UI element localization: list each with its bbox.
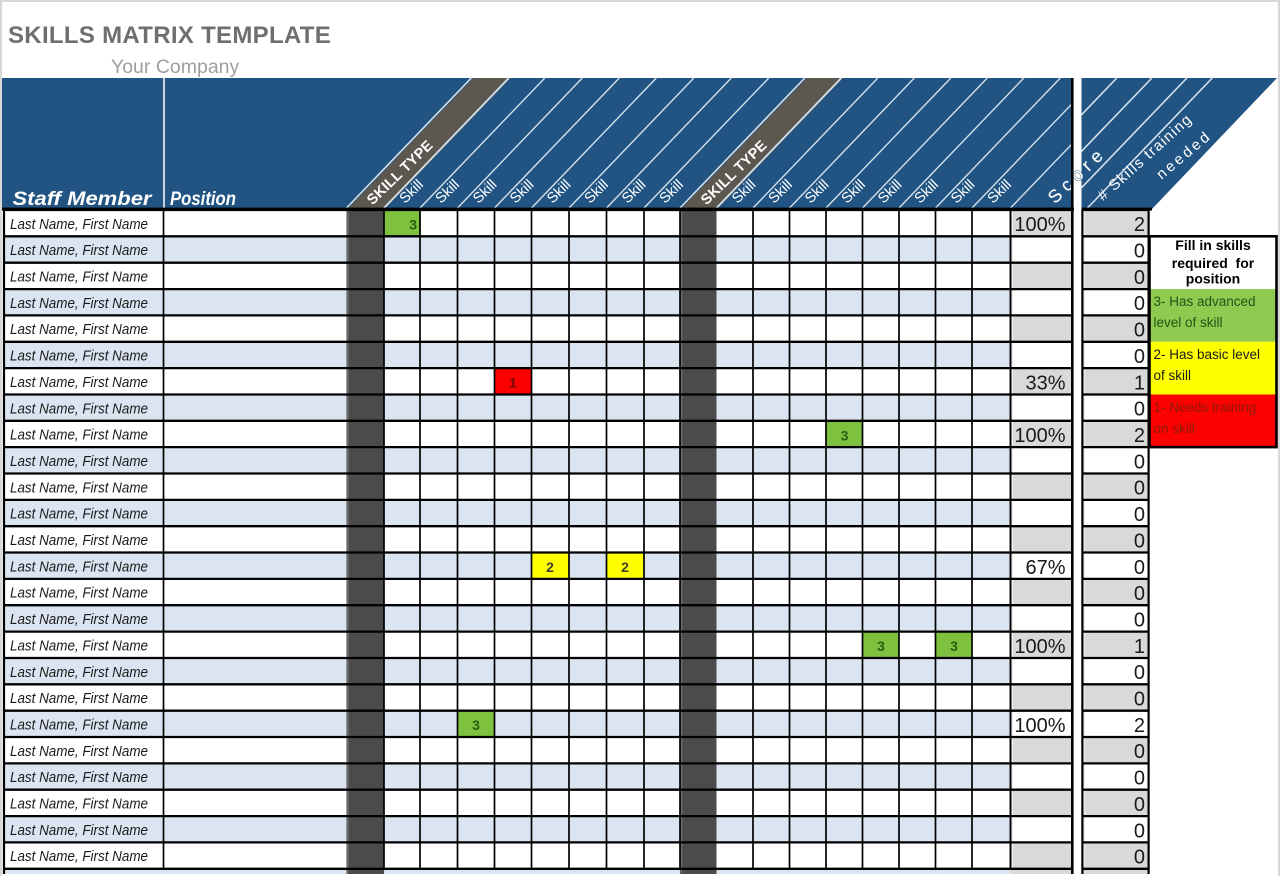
svg-text:0: 0 bbox=[1134, 451, 1145, 473]
svg-text:3: 3 bbox=[409, 217, 417, 233]
svg-text:3: 3 bbox=[950, 638, 958, 654]
svg-text:1: 1 bbox=[509, 375, 517, 391]
svg-text:Last Name, First Name: Last Name, First Name bbox=[10, 585, 148, 602]
svg-text:67%: 67% bbox=[1025, 557, 1065, 579]
svg-text:on skill: on skill bbox=[1154, 421, 1195, 436]
svg-text:0: 0 bbox=[1134, 768, 1145, 790]
svg-text:Last Name, First Name: Last Name, First Name bbox=[10, 453, 148, 470]
svg-text:Last Name, First Name: Last Name, First Name bbox=[10, 427, 148, 444]
svg-text:2: 2 bbox=[1134, 214, 1145, 236]
svg-text:100%: 100% bbox=[1014, 636, 1065, 658]
svg-text:Last Name, First Name: Last Name, First Name bbox=[10, 769, 148, 786]
svg-text:0: 0 bbox=[1134, 320, 1145, 342]
svg-text:0: 0 bbox=[1134, 689, 1145, 711]
svg-text:0: 0 bbox=[1134, 583, 1145, 605]
svg-text:Last Name, First Name: Last Name, First Name bbox=[10, 822, 148, 839]
svg-text:Last Name, First Name: Last Name, First Name bbox=[10, 374, 148, 391]
svg-text:100%: 100% bbox=[1014, 214, 1065, 236]
svg-text:0: 0 bbox=[1134, 820, 1145, 842]
svg-text:1: 1 bbox=[1134, 636, 1145, 658]
svg-text:Last Name, First Name: Last Name, First Name bbox=[10, 479, 148, 496]
svg-text:3: 3 bbox=[877, 638, 885, 654]
svg-text:Last Name, First Name: Last Name, First Name bbox=[10, 637, 148, 654]
svg-text:0: 0 bbox=[1134, 662, 1145, 684]
svg-text:Staff Member: Staff Member bbox=[13, 188, 154, 210]
svg-text:0: 0 bbox=[1134, 478, 1145, 500]
svg-text:0: 0 bbox=[1134, 610, 1145, 632]
svg-text:Last Name, First Name: Last Name, First Name bbox=[10, 717, 148, 734]
svg-text:3: 3 bbox=[841, 427, 849, 443]
svg-text:Last Name, First Name: Last Name, First Name bbox=[10, 348, 148, 365]
svg-text:0: 0 bbox=[1134, 847, 1145, 869]
svg-text:1: 1 bbox=[1134, 372, 1145, 394]
svg-text:0: 0 bbox=[1134, 557, 1145, 579]
svg-text:2- Has basic level: 2- Has basic level bbox=[1154, 347, 1261, 362]
svg-text:0: 0 bbox=[1134, 293, 1145, 315]
svg-text:0: 0 bbox=[1134, 741, 1145, 763]
svg-text:1- Needs training: 1- Needs training bbox=[1154, 400, 1257, 415]
svg-text:Last Name, First Name: Last Name, First Name bbox=[10, 848, 148, 865]
svg-text:Last Name, First Name: Last Name, First Name bbox=[10, 690, 148, 707]
svg-text:100%: 100% bbox=[1014, 425, 1065, 447]
svg-text:2: 2 bbox=[1134, 425, 1145, 447]
svg-text:Last Name, First Name: Last Name, First Name bbox=[10, 558, 148, 575]
svg-text:100%: 100% bbox=[1014, 715, 1065, 737]
svg-text:of skill: of skill bbox=[1154, 368, 1192, 383]
svg-text:Last Name, First Name: Last Name, First Name bbox=[10, 321, 148, 338]
svg-text:3- Has advanced: 3- Has advanced bbox=[1154, 294, 1256, 309]
svg-text:Last Name, First Name: Last Name, First Name bbox=[10, 796, 148, 813]
svg-text:Last Name, First Name: Last Name, First Name bbox=[10, 400, 148, 417]
svg-text:3: 3 bbox=[472, 717, 480, 733]
svg-text:2: 2 bbox=[546, 559, 554, 575]
svg-text:Last Name, First Name: Last Name, First Name bbox=[10, 242, 148, 259]
svg-text:0: 0 bbox=[1134, 399, 1145, 421]
svg-text:2: 2 bbox=[621, 559, 629, 575]
svg-text:0: 0 bbox=[1134, 504, 1145, 526]
svg-text:Last Name, First Name: Last Name, First Name bbox=[10, 295, 148, 312]
svg-text:Last Name, First Name: Last Name, First Name bbox=[10, 664, 148, 681]
svg-text:2: 2 bbox=[1134, 715, 1145, 737]
svg-text:0: 0 bbox=[1134, 794, 1145, 816]
svg-text:0: 0 bbox=[1134, 530, 1145, 552]
svg-text:position: position bbox=[1186, 271, 1240, 287]
svg-text:Last Name, First Name: Last Name, First Name bbox=[10, 506, 148, 523]
svg-text:Position: Position bbox=[170, 188, 236, 210]
svg-text:Last Name, First Name: Last Name, First Name bbox=[10, 532, 148, 549]
svg-text:Last Name, First Name: Last Name, First Name bbox=[10, 743, 148, 760]
svg-text:Last Name, First Name: Last Name, First Name bbox=[10, 216, 148, 233]
svg-text:Last Name, First Name: Last Name, First Name bbox=[10, 269, 148, 286]
svg-text:Last Name, First Name: Last Name, First Name bbox=[10, 611, 148, 628]
svg-text:0: 0 bbox=[1134, 346, 1145, 368]
svg-text:required for: required for bbox=[1172, 255, 1255, 271]
svg-text:33%: 33% bbox=[1025, 372, 1065, 394]
svg-text:Fill in skills: Fill in skills bbox=[1175, 237, 1251, 253]
svg-text:level of skill: level of skill bbox=[1154, 315, 1223, 330]
svg-text:0: 0 bbox=[1134, 267, 1145, 289]
svg-text:0: 0 bbox=[1134, 241, 1145, 263]
